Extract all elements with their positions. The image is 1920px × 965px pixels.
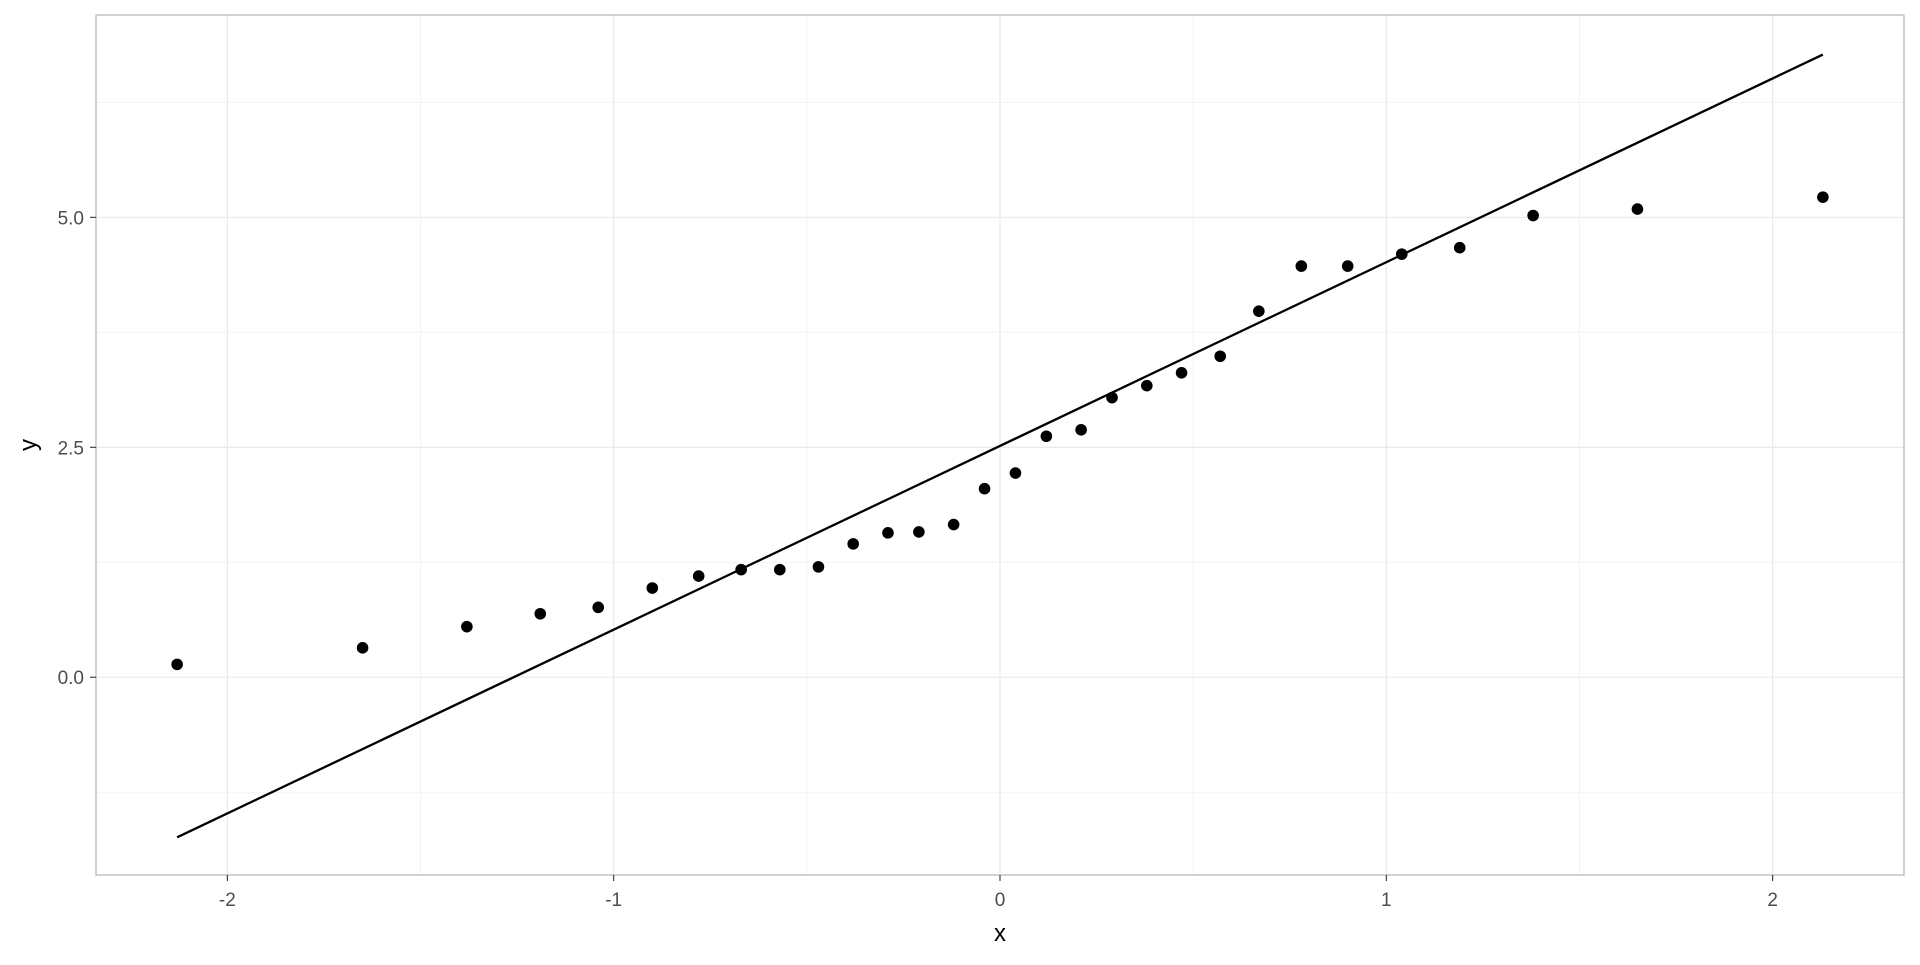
data-point (1295, 260, 1308, 272)
x-tick-label: 1 (1381, 890, 1392, 911)
x-axis-ticks: -2 -1 0 1 2 (219, 875, 1778, 911)
x-tick-label: -1 (605, 890, 622, 911)
data-point (735, 563, 747, 576)
x-axis-title: x (994, 920, 1006, 947)
data-point (1106, 391, 1118, 404)
data-point (812, 561, 825, 573)
data-point (1253, 305, 1265, 317)
y-axis-title: y (15, 439, 42, 451)
data-point (1817, 191, 1829, 203)
x-tick-label: 2 (1767, 890, 1778, 911)
reference-line (176, 53, 1824, 839)
data-point (1075, 424, 1087, 436)
data-point (461, 620, 473, 633)
data-point (773, 563, 786, 576)
data-points (171, 191, 1829, 671)
data-point (1341, 260, 1354, 272)
grid-lines (96, 15, 1904, 875)
data-point (847, 538, 859, 550)
data-point (978, 482, 991, 495)
data-point (1009, 467, 1022, 479)
y-axis-ticks: 0.0 2.5 5.0 (58, 208, 96, 689)
y-tick-label: 2.5 (58, 438, 84, 459)
x-tick-label: 0 (995, 890, 1006, 911)
data-point (947, 518, 960, 531)
data-point (646, 582, 659, 594)
data-point (592, 601, 605, 614)
data-point (1141, 379, 1153, 392)
data-point (1040, 430, 1053, 443)
x-tick-label: -2 (219, 890, 236, 911)
data-point (171, 658, 183, 671)
data-point (882, 527, 894, 539)
data-point (913, 526, 925, 538)
y-tick-label: 5.0 (58, 208, 84, 229)
data-point (1453, 241, 1466, 254)
reference-line-layer (176, 53, 1824, 839)
y-tick-label: 0.0 (58, 668, 84, 689)
data-point (1175, 366, 1188, 379)
data-point (1214, 350, 1227, 363)
data-point (1395, 248, 1408, 260)
data-point (356, 642, 369, 654)
data-point (1631, 203, 1644, 215)
data-point (692, 570, 705, 582)
data-point (534, 607, 547, 620)
data-point (1527, 209, 1539, 222)
